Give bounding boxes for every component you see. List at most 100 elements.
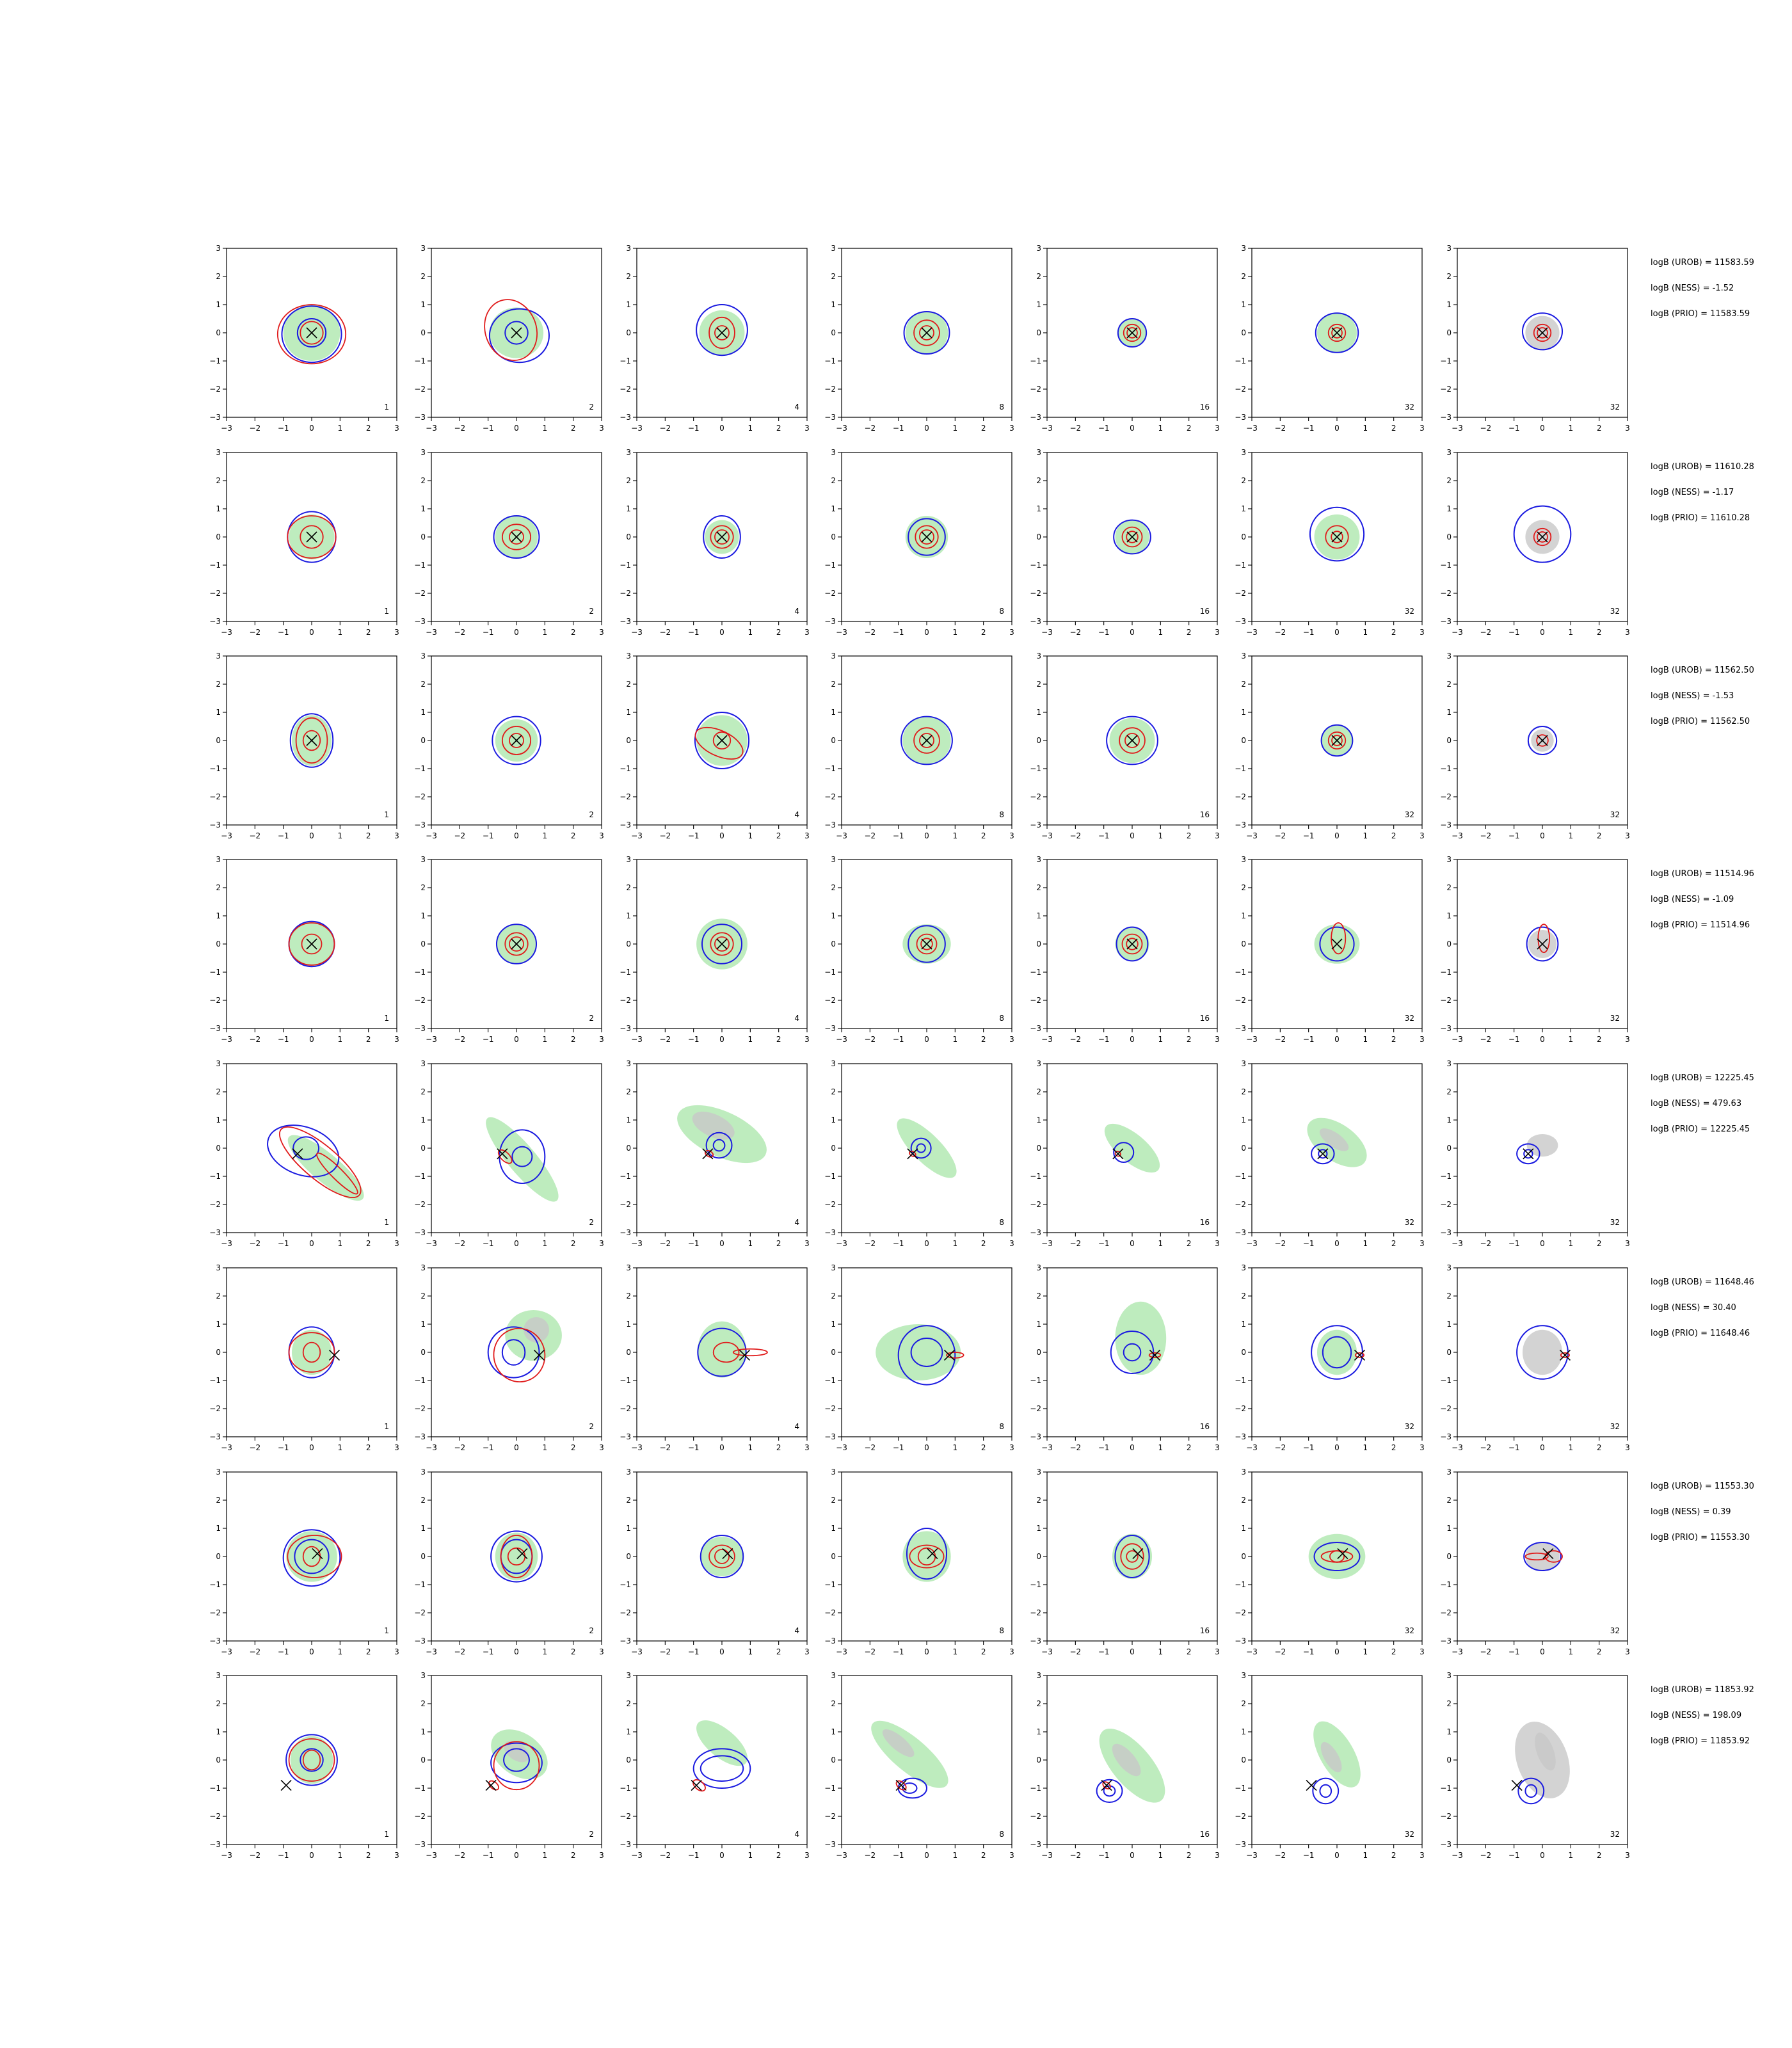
x-tick-label: 0 (924, 424, 929, 433)
y-tick-label: −1 (824, 1172, 836, 1181)
plot-area (1096, 1728, 1165, 1803)
x-tick-label: 1 (338, 1239, 343, 1248)
x-tick-label: 0 (1540, 831, 1545, 840)
x-tick-label: 0 (1130, 1443, 1135, 1452)
x-tick-label: 2 (1597, 1647, 1602, 1656)
x-tick-label: −3 (1246, 628, 1258, 637)
y-tick-label: −1 (620, 1376, 631, 1385)
x-tick-label: −1 (1303, 1035, 1315, 1044)
x-tick-label: −1 (1508, 1035, 1520, 1044)
x-tick-label: −1 (278, 424, 289, 433)
y-tick-label: 3 (1241, 1263, 1246, 1272)
x-tick-label: 1 (338, 1647, 343, 1656)
x-tick-label: −3 (631, 1851, 643, 1860)
blue-contour (487, 1326, 540, 1379)
panel-label: 2 (589, 1422, 594, 1431)
x-tick-label: 2 (571, 628, 576, 637)
panel-label: 8 (999, 1422, 1004, 1431)
x-tick-label: −3 (1041, 1239, 1053, 1248)
y-tick-label: 3 (831, 855, 836, 864)
panel: −3−3 −2 −2 −1 −1 0 0 1 1 2 2 3 3 32 (1235, 855, 1425, 1044)
y-tick-label: −2 (209, 1812, 221, 1821)
blue-contour (703, 515, 741, 559)
y-tick-label: 2 (831, 1292, 836, 1300)
x-tick-label: −3 (1246, 1647, 1258, 1656)
green-density (876, 1324, 961, 1380)
y-tick-label: 0 (831, 1348, 836, 1357)
y-tick-label: −2 (209, 996, 221, 1005)
panel: −3−3 −2 −2 −1 −1 0 0 1 1 2 2 3 3 1 (209, 244, 399, 433)
gray-density (692, 1111, 735, 1140)
y-tick-label: 2 (216, 272, 221, 281)
x-tick-label: 3 (1215, 831, 1220, 840)
x-tick-label: −1 (278, 1443, 289, 1452)
x-tick-label: 1 (543, 1035, 548, 1044)
x-tick-label: −1 (483, 1239, 494, 1248)
x-tick-label: 2 (1597, 831, 1602, 840)
red-contour (509, 529, 524, 545)
truth-marker (1126, 735, 1138, 746)
x-tick-label: 2 (571, 424, 576, 433)
truth-marker (907, 1148, 918, 1160)
blue-contour (1322, 1336, 1352, 1369)
red-contour (302, 730, 321, 751)
y-tick-label: −1 (620, 1784, 631, 1793)
x-tick-label: 3 (599, 1851, 604, 1860)
x-tick-label: 0 (514, 1647, 519, 1656)
plot-area (1112, 1533, 1153, 1580)
y-tick-label: −2 (1235, 1812, 1246, 1821)
x-tick-label: 2 (571, 831, 576, 840)
blue-contour (300, 1748, 324, 1772)
y-tick-label: 0 (1036, 1144, 1041, 1153)
x-tick-label: 3 (394, 831, 399, 840)
y-tick-label: 1 (216, 1320, 221, 1329)
y-tick-label: 1 (420, 1320, 426, 1329)
x-tick-label: 3 (1420, 831, 1425, 840)
y-tick-label: 1 (831, 1727, 836, 1736)
x-tick-label: −3 (221, 1647, 232, 1656)
x-tick-label: 3 (1420, 1443, 1425, 1452)
y-tick-label: 0 (1446, 736, 1452, 745)
plot-area (897, 1118, 957, 1178)
x-tick-label: −2 (1480, 424, 1491, 433)
x-tick-label: 3 (1009, 1035, 1014, 1044)
y-tick-label: −3 (1440, 1228, 1452, 1237)
x-tick-label: 1 (543, 1851, 548, 1860)
y-tick-label: −3 (1030, 820, 1041, 829)
y-tick-label: −1 (209, 968, 221, 977)
y-tick-label: −3 (209, 1228, 221, 1237)
x-tick-label: −1 (483, 1035, 494, 1044)
x-tick-label: 0 (514, 628, 519, 637)
x-tick-label: −2 (1069, 831, 1081, 840)
panel-label: 8 (999, 607, 1004, 616)
x-tick-label: 0 (1540, 1851, 1545, 1860)
x-tick-label: 1 (748, 1647, 753, 1656)
truth-marker (511, 938, 522, 950)
y-tick-label: 3 (216, 1263, 221, 1272)
x-tick-label: −2 (864, 1647, 876, 1656)
logb-stat: logB (NESS) = 479.63 (1651, 1099, 1741, 1108)
blue-contour (908, 518, 946, 556)
blue-contour (1312, 1777, 1340, 1805)
x-tick-label: 1 (1158, 1443, 1164, 1452)
blue-contour (490, 1742, 543, 1784)
x-tick-label: 2 (776, 1851, 781, 1860)
x-tick-label: −3 (221, 831, 232, 840)
x-tick-label: −2 (659, 1239, 671, 1248)
x-tick-label: −1 (1303, 628, 1315, 637)
y-tick-label: 1 (1446, 300, 1452, 309)
x-tick-label: −3 (426, 1647, 437, 1656)
y-tick-label: −2 (620, 1404, 631, 1413)
blue-contour (692, 1748, 751, 1789)
truth-marker (739, 1349, 751, 1361)
y-tick-label: 3 (216, 1468, 221, 1476)
panel: −3−3 −2 −2 −1 −1 0 0 1 1 2 2 3 3 2 (414, 1468, 604, 1656)
blue-contour (700, 1535, 744, 1578)
x-tick-label: −3 (631, 831, 643, 840)
y-tick-label: −1 (1030, 356, 1041, 365)
y-tick-label: −2 (824, 385, 836, 394)
y-tick-label: 1 (831, 1524, 836, 1533)
red-contour (692, 1779, 706, 1792)
blue-contour (1106, 716, 1158, 765)
x-tick-label: −1 (278, 1851, 289, 1860)
